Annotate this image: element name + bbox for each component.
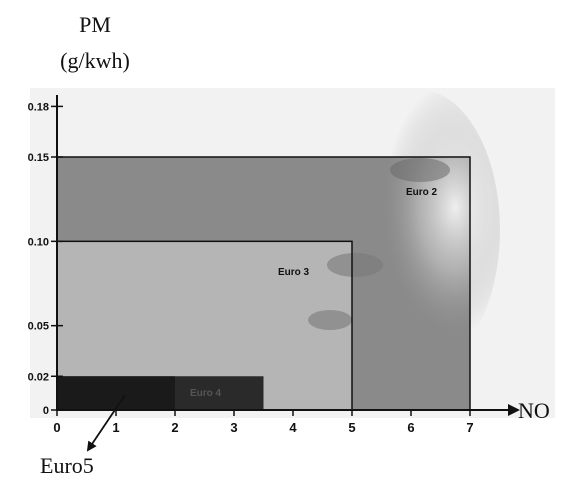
x-axis-arrowhead <box>508 404 520 416</box>
x-tick-label: 5 <box>348 420 355 435</box>
x-tick-label: 6 <box>407 420 414 435</box>
x-tick-label: 4 <box>289 420 297 435</box>
x-tick-label: 1 <box>112 420 119 435</box>
x-tick-label: 2 <box>171 420 178 435</box>
region-label-euro4: Euro 4 <box>190 388 222 399</box>
x-tick-label: 3 <box>230 420 237 435</box>
euro5-annotation-arrow <box>86 394 126 452</box>
axes-layer <box>51 95 520 416</box>
y-tick-label: 0 <box>43 405 49 417</box>
y-tick-label: 0.05 <box>28 321 49 333</box>
labels-layer: 0 0.02 0.05 0.10 0.15 0.18 0 1 2 3 4 5 6 7 <box>28 101 474 435</box>
y-axis-title-line2: (g/kwh) <box>60 48 130 73</box>
y-tick-label: 0.02 <box>28 371 49 383</box>
y-axis-title-line1: PM <box>79 12 111 37</box>
euro5-annotation-label: Euro5 <box>40 453 94 478</box>
x-axis-title: NO <box>518 398 550 423</box>
y-tick-label: 0.10 <box>28 236 49 248</box>
y-tick-label: 0.15 <box>28 152 49 164</box>
x-tick-label: 7 <box>466 420 473 435</box>
smoke-decoration <box>308 90 500 370</box>
region-label-euro3: Euro 3 <box>278 267 310 278</box>
region-euro5 <box>57 376 175 410</box>
x-tick-label: 0 <box>53 420 60 435</box>
region-label-euro2: Euro 2 <box>406 187 438 198</box>
y-tick-label: 0.18 <box>28 101 49 113</box>
